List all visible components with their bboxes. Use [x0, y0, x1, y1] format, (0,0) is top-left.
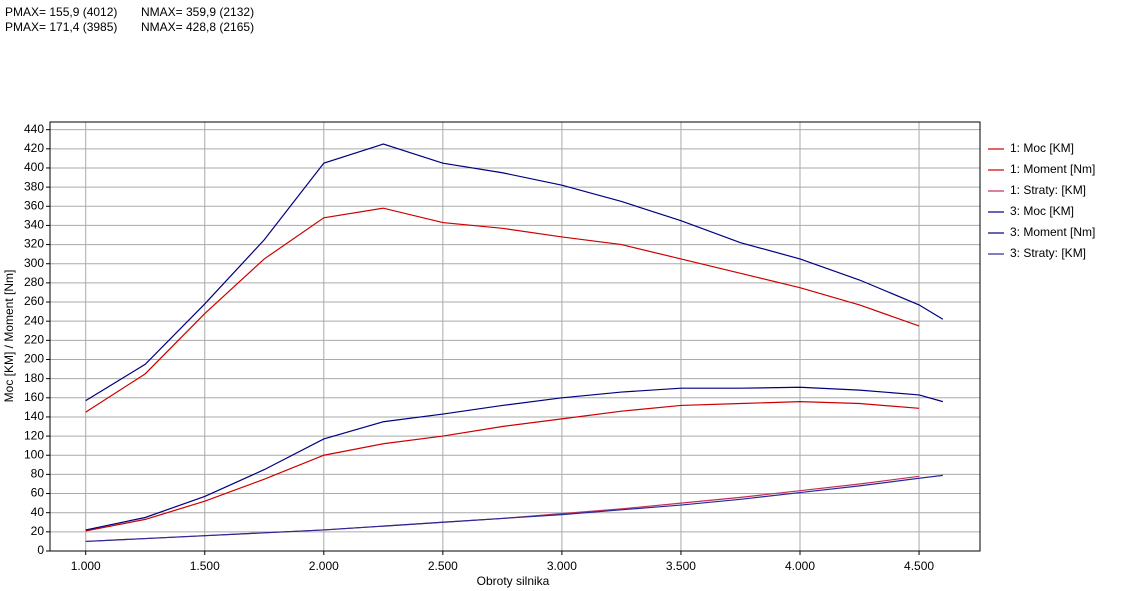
y-tick-label: 340 [24, 218, 44, 232]
legend-label: 3: Straty: [KM] [1010, 246, 1086, 260]
x-tick-label: 1.000 [71, 559, 101, 573]
y-tick-label: 380 [24, 179, 44, 193]
series-line [85, 401, 920, 532]
x-axis-label: Obroty silnika [477, 574, 550, 588]
y-tick-label: 240 [24, 313, 44, 327]
header-text: PMAX= 155,9 (4012) [5, 5, 117, 19]
y-tick-label: 320 [24, 237, 44, 251]
header-text: NMAX= 359,9 (2132) [141, 5, 254, 19]
y-tick-label: 280 [24, 275, 44, 289]
legend-label: 1: Moc [KM] [1010, 141, 1074, 155]
x-tick-label: 2.500 [428, 559, 458, 573]
legend-label: 1: Straty: [KM] [1010, 183, 1086, 197]
x-tick-label: 4.000 [785, 559, 815, 573]
y-tick-label: 20 [31, 524, 45, 538]
x-tick-label: 4.500 [904, 559, 934, 573]
y-tick-label: 40 [31, 505, 45, 519]
legend-label: 3: Moment [Nm] [1010, 225, 1095, 239]
y-tick-label: 300 [24, 256, 44, 270]
series-line [85, 207, 920, 413]
series-line [85, 386, 944, 531]
series-line [85, 143, 944, 402]
y-axis-label: Moc [KM] / Moment [Nm] [2, 270, 16, 403]
x-tick-label: 3.000 [547, 559, 577, 573]
plot-border [49, 121, 981, 552]
header-text: PMAX= 171,4 (3985) [5, 20, 117, 34]
y-tick-label: 220 [24, 333, 44, 347]
y-tick-label: 140 [24, 409, 44, 423]
legend-label: 1: Moment [Nm] [1010, 162, 1095, 176]
x-tick-label: 3.500 [666, 559, 696, 573]
legend-label: 3: Moc [KM] [1010, 204, 1074, 218]
header-text: NMAX= 428,8 (2165) [141, 20, 254, 34]
y-tick-label: 120 [24, 428, 44, 442]
series-line [85, 474, 943, 543]
y-tick-label: 200 [24, 352, 44, 366]
y-tick-label: 260 [24, 294, 44, 308]
y-tick-label: 440 [24, 122, 44, 136]
y-tick-label: 400 [24, 160, 44, 174]
y-tick-label: 160 [24, 390, 44, 404]
y-tick-label: 80 [31, 467, 45, 481]
y-tick-label: 60 [31, 486, 45, 500]
y-tick-label: 180 [24, 371, 44, 385]
y-tick-label: 0 [37, 543, 44, 557]
y-tick-label: 420 [24, 141, 44, 155]
x-tick-label: 1.500 [190, 559, 220, 573]
x-tick-label: 2.000 [309, 559, 339, 573]
y-tick-label: 360 [24, 198, 44, 212]
y-tick-label: 100 [24, 447, 44, 461]
